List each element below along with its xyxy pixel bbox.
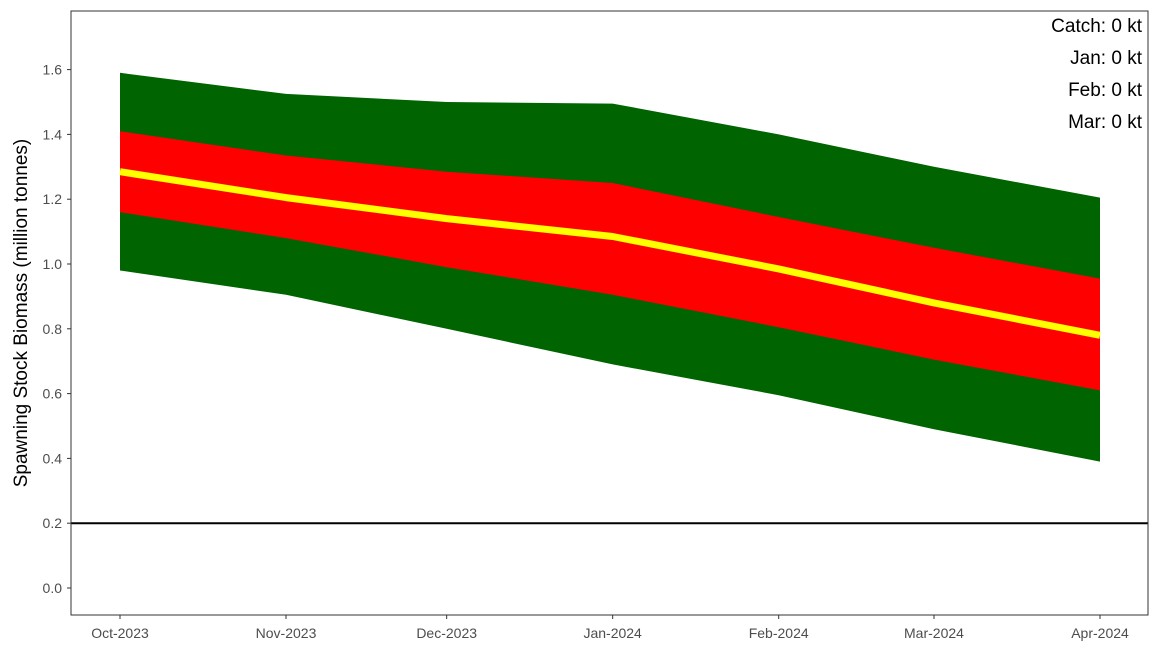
y-tick-label: 1.6 (43, 62, 63, 78)
y-tick-label: 0.4 (43, 450, 63, 466)
annotation-0: Catch: 0 kt (1051, 16, 1143, 37)
uncertainty-bands (120, 72, 1100, 462)
annotation-1: Jan: 0 kt (1070, 48, 1143, 69)
catch-annotations: Catch: 0 kt Jan: 0 kt Feb: 0 kt Mar: 0 kt (1051, 16, 1143, 133)
y-tick-label: 0.2 (43, 515, 63, 531)
plot-panel-border (70, 10, 1149, 616)
x-tick-label: Apr-2024 (1071, 625, 1129, 641)
x-axis: Oct-2023 Nov-2023 Dec-2023 Jan-2024 Feb-2024… (91, 615, 1129, 641)
y-axis-title: Spawning Stock Biomass (million tonnes) (11, 139, 32, 488)
y-tick-label: 1.4 (43, 126, 63, 142)
x-tick-label: Jan-2024 (583, 625, 642, 641)
x-tick-label: Dec-2023 (416, 625, 477, 641)
annotation-3: Mar: 0 kt (1068, 112, 1143, 133)
y-tick-label: 0.0 (43, 580, 63, 596)
x-tick-label: Feb-2024 (749, 625, 809, 641)
y-tick-label: 0.8 (43, 321, 63, 337)
y-tick-label: 1.2 (43, 191, 63, 207)
median-line (119, 168, 1101, 339)
x-tick-label: Mar-2024 (904, 625, 964, 641)
band-inner (120, 131, 1100, 391)
y-axis: 0.0 0.2 0.4 0.6 0.8 1.0 1.2 1.4 1.6 (43, 62, 71, 596)
x-tick-label: Oct-2023 (91, 625, 149, 641)
y-tick-label: 1.0 (43, 256, 63, 272)
y-tick-label: 0.6 (43, 386, 63, 402)
x-tick-label: Nov-2023 (256, 625, 317, 641)
annotation-2: Feb: 0 kt (1068, 80, 1143, 101)
